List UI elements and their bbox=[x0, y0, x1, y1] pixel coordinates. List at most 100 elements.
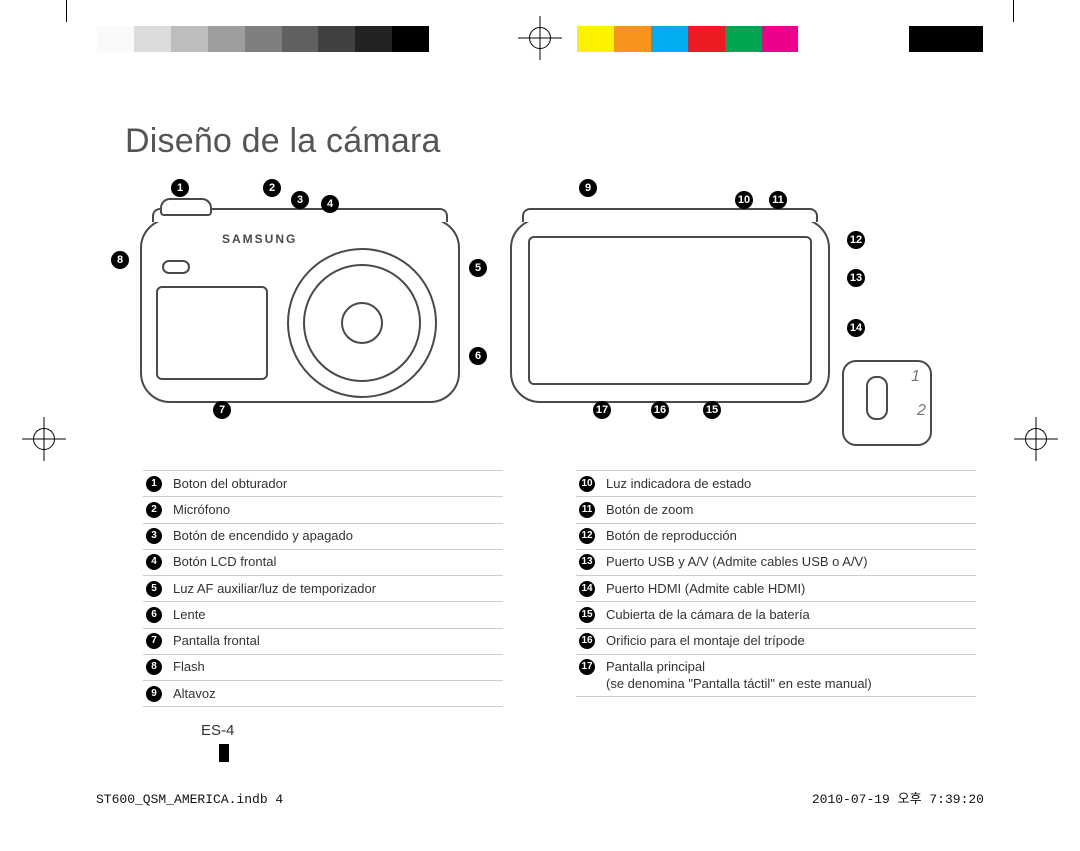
legend-row: 5Luz AF auxiliar/luz de temporizador bbox=[143, 575, 503, 601]
strap-step-2: 2 bbox=[917, 402, 926, 420]
color-swatch bbox=[466, 26, 503, 52]
color-swatch bbox=[946, 26, 983, 52]
legend-row: 6Lente bbox=[143, 601, 503, 627]
callout-1: 1 bbox=[171, 179, 189, 197]
legend-row: 12Botón de reproducción bbox=[576, 523, 976, 549]
legend-text: Luz indicadora de estado bbox=[598, 476, 751, 492]
legend-number: 7 bbox=[143, 633, 165, 649]
color-swatch bbox=[245, 26, 282, 52]
legend-text: Micrófono bbox=[165, 502, 230, 518]
footer-file: ST600_QSM_AMERICA.indb 4 bbox=[96, 792, 283, 807]
legend-text: Botón de zoom bbox=[598, 502, 693, 518]
main-screen-shape bbox=[528, 236, 812, 385]
callout-10: 10 bbox=[735, 191, 753, 209]
callout-13: 13 bbox=[847, 269, 865, 287]
callout-6: 6 bbox=[469, 347, 487, 365]
legend-row: 11Botón de zoom bbox=[576, 496, 976, 522]
color-swatch bbox=[318, 26, 355, 52]
color-swatch bbox=[983, 26, 1020, 52]
legend-number: 16 bbox=[576, 633, 598, 649]
color-swatch bbox=[909, 26, 946, 52]
shutter-shape bbox=[160, 198, 212, 216]
legend-text: Orificio para el montaje del trípode bbox=[598, 633, 805, 649]
callout-9: 9 bbox=[579, 179, 597, 197]
legend-text: Cubierta de la cámara de la batería bbox=[598, 607, 810, 623]
legend-number: 13 bbox=[576, 554, 598, 570]
color-swatch bbox=[97, 26, 134, 52]
callout-12: 12 bbox=[847, 231, 865, 249]
camera-back-illustration bbox=[510, 218, 830, 403]
legend-text: Pantalla principal (se denomina "Pantall… bbox=[598, 659, 872, 692]
legend-text: Lente bbox=[165, 607, 206, 623]
color-swatch bbox=[282, 26, 319, 52]
color-swatch bbox=[355, 26, 392, 52]
flash-shape bbox=[162, 260, 190, 274]
front-lcd-shape bbox=[156, 286, 268, 380]
color-swatch bbox=[651, 26, 688, 52]
color-swatch bbox=[208, 26, 245, 52]
color-swatch bbox=[688, 26, 725, 52]
color-swatch bbox=[835, 26, 872, 52]
color-swatch bbox=[798, 26, 835, 52]
camera-front-illustration: SAMSUNG bbox=[140, 218, 460, 403]
registration-mark bbox=[22, 417, 66, 461]
legend-text: Puerto USB y A/V (Admite cables USB o A/… bbox=[598, 554, 868, 570]
strap-detail: 1 2 bbox=[842, 360, 932, 446]
legend-number: 17 bbox=[576, 659, 598, 675]
color-swatch bbox=[614, 26, 651, 52]
legend-number: 4 bbox=[143, 554, 165, 570]
color-swatch bbox=[762, 26, 799, 52]
color-swatch bbox=[577, 26, 614, 52]
legend-row: 16Orificio para el montaje del trípode bbox=[576, 628, 976, 654]
strap-step-1: 1 bbox=[911, 368, 920, 386]
brand-text: SAMSUNG bbox=[222, 232, 297, 246]
crop-mark bbox=[1013, 0, 1014, 22]
legend-number: 10 bbox=[576, 476, 598, 492]
legend-row: 2Micrófono bbox=[143, 496, 503, 522]
legend-number: 9 bbox=[143, 686, 165, 702]
legend-text: Puerto HDMI (Admite cable HDMI) bbox=[598, 581, 805, 597]
legend-text: Flash bbox=[165, 659, 205, 675]
legend-number: 1 bbox=[143, 476, 165, 492]
legend-number: 3 bbox=[143, 528, 165, 544]
legend-number: 8 bbox=[143, 659, 165, 675]
legend-text: Botón de reproducción bbox=[598, 528, 737, 544]
footer-timestamp: 2010-07-19 오후 7:39:20 bbox=[812, 788, 984, 807]
registration-mark bbox=[1014, 417, 1058, 461]
legend-text: Luz AF auxiliar/luz de temporizador bbox=[165, 581, 376, 597]
callout-14: 14 bbox=[847, 319, 865, 337]
legend-row: 4Botón LCD frontal bbox=[143, 549, 503, 575]
legend-text: Altavoz bbox=[165, 686, 216, 702]
callout-8: 8 bbox=[111, 251, 129, 269]
lens-shape bbox=[287, 248, 437, 398]
crop-mark bbox=[66, 0, 67, 22]
legend-number: 12 bbox=[576, 528, 598, 544]
color-swatch bbox=[60, 26, 97, 52]
legend-text: Botón de encendido y apagado bbox=[165, 528, 353, 544]
legend-row: 7Pantalla frontal bbox=[143, 628, 503, 654]
page-title: Diseño de la cámara bbox=[125, 122, 441, 161]
callout-16: 16 bbox=[651, 401, 669, 419]
legend-number: 5 bbox=[143, 581, 165, 597]
legend-row: 1Boton del obturador bbox=[143, 470, 503, 496]
callout-11: 11 bbox=[769, 191, 787, 209]
callout-5: 5 bbox=[469, 259, 487, 277]
color-swatch bbox=[171, 26, 208, 52]
legend-row: 14Puerto HDMI (Admite cable HDMI) bbox=[576, 575, 976, 601]
legend-row: 8Flash bbox=[143, 654, 503, 680]
legend-right: 10Luz indicadora de estado11Botón de zoo… bbox=[576, 470, 976, 697]
color-swatch bbox=[725, 26, 762, 52]
callout-17: 17 bbox=[593, 401, 611, 419]
legend-number: 11 bbox=[576, 502, 598, 518]
legend-text: Botón LCD frontal bbox=[165, 554, 276, 570]
callout-4: 4 bbox=[321, 195, 339, 213]
legend-row: 17Pantalla principal (se denomina "Panta… bbox=[576, 654, 976, 698]
legend-row: 10Luz indicadora de estado bbox=[576, 470, 976, 496]
camera-diagram: SAMSUNG 1 2 bbox=[130, 178, 950, 448]
registration-mark bbox=[518, 16, 562, 60]
legend-row: 9Altavoz bbox=[143, 680, 503, 707]
legend-number: 6 bbox=[143, 607, 165, 623]
callout-15: 15 bbox=[703, 401, 721, 419]
legend-number: 14 bbox=[576, 581, 598, 597]
color-swatch bbox=[134, 26, 171, 52]
